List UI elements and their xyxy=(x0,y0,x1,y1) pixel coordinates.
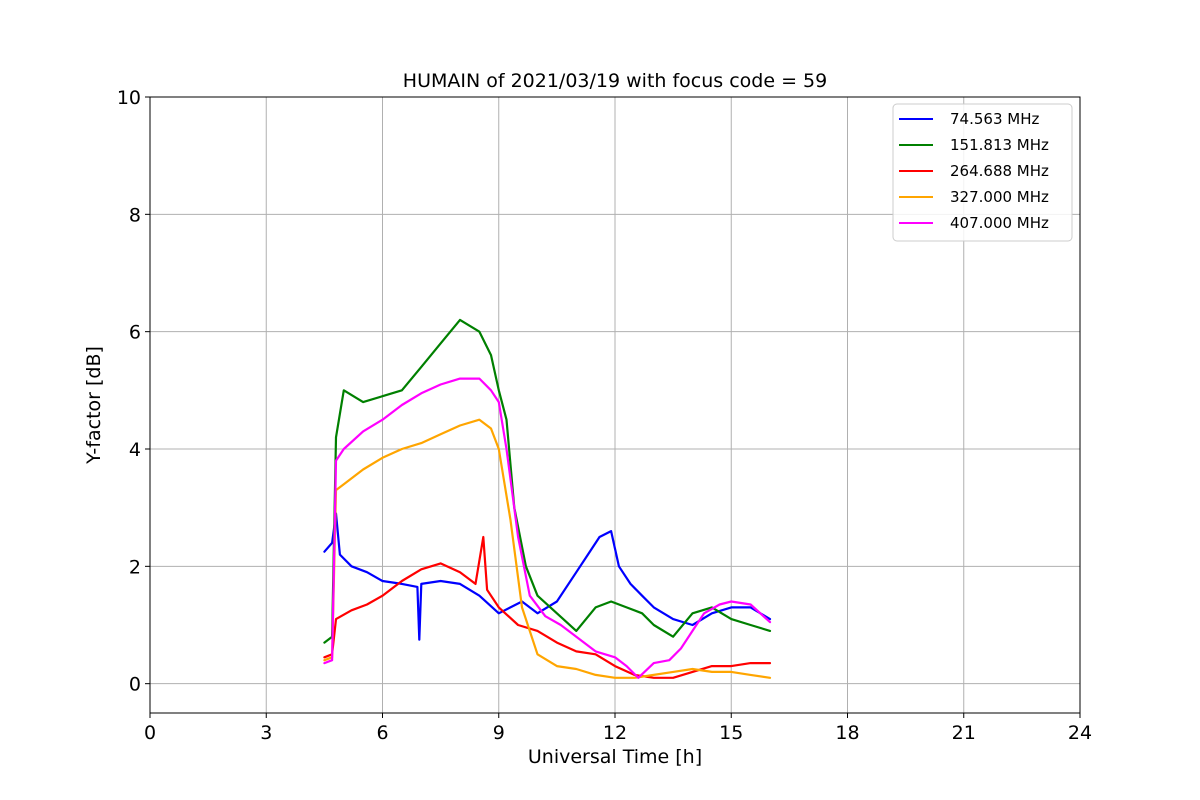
y-tick-label: 4 xyxy=(129,439,141,461)
x-axis-label: Universal Time [h] xyxy=(528,746,702,768)
x-tick-label: 15 xyxy=(719,722,743,744)
series-line xyxy=(323,535,772,679)
series-line xyxy=(323,318,772,644)
legend-label: 327.000 MHz xyxy=(950,188,1049,206)
x-tick-label: 9 xyxy=(493,722,505,744)
legend-box xyxy=(892,103,1073,242)
x-tick-label: 0 xyxy=(144,722,156,744)
y-tick-label: 8 xyxy=(129,204,141,226)
x-tick-label: 24 xyxy=(1068,722,1092,744)
x-tick-label: 3 xyxy=(260,722,272,744)
x-tick-label: 6 xyxy=(376,722,388,744)
legend: 74.563 MHz 151.813 MHz 264.688 MHz 327.000 … xyxy=(892,103,1073,242)
series-lines xyxy=(323,318,772,679)
legend-label: 74.563 MHz xyxy=(950,110,1039,128)
x-tick-label: 21 xyxy=(952,722,976,744)
legend-label: 264.688 MHz xyxy=(950,162,1049,180)
legend-label: 151.813 MHz xyxy=(950,136,1049,154)
y-tick-label: 6 xyxy=(129,322,141,344)
series-line xyxy=(323,377,772,679)
y-tick-label: 0 xyxy=(129,674,141,696)
x-tick-label: 12 xyxy=(603,722,627,744)
chart-title: HUMAIN of 2021/03/19 with focus code = 5… xyxy=(403,70,827,92)
series-line xyxy=(323,418,772,679)
y-tick-label: 2 xyxy=(129,556,141,578)
x-tick-label: 18 xyxy=(835,722,859,744)
legend-label: 407.000 MHz xyxy=(950,214,1049,232)
y-axis-label: Y-factor [dB] xyxy=(83,346,105,465)
y-tick-label: 10 xyxy=(117,87,141,109)
